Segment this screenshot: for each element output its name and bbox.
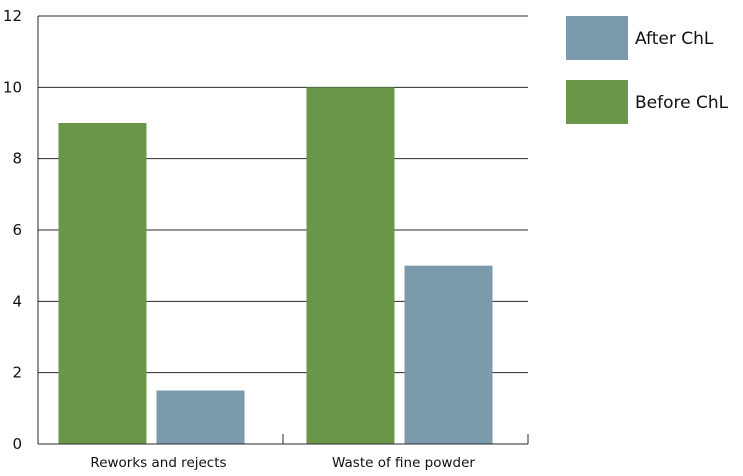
bar-before-1 xyxy=(58,123,147,444)
y-tick-label: 0 xyxy=(12,435,22,453)
legend-swatch xyxy=(566,80,628,124)
legend-swatch xyxy=(566,16,628,60)
y-tick-label: 8 xyxy=(12,150,22,168)
x-category-label: Reworks and rejects xyxy=(90,455,226,471)
legend-label: After ChL xyxy=(635,29,714,49)
bar-before-2 xyxy=(306,87,395,444)
x-category-label: Waste of fine powder xyxy=(332,455,475,471)
y-tick-label: 4 xyxy=(12,292,22,310)
bars xyxy=(58,87,493,444)
legend: After ChL Before ChL xyxy=(566,16,729,124)
y-tick-label: 12 xyxy=(3,7,22,25)
y-tick-label: 2 xyxy=(12,364,22,382)
bar-after-2 xyxy=(404,265,493,444)
y-tick-label: 6 xyxy=(12,221,22,239)
axes xyxy=(37,16,529,445)
x-category-labels: Reworks and rejects Waste of fine powder xyxy=(90,455,475,471)
y-tick-labels: 0 2 4 6 8 10 12 xyxy=(3,7,22,453)
bar-after-1 xyxy=(156,390,245,444)
legend-label: Before ChL xyxy=(635,93,729,113)
y-tick-label: 10 xyxy=(3,78,22,96)
